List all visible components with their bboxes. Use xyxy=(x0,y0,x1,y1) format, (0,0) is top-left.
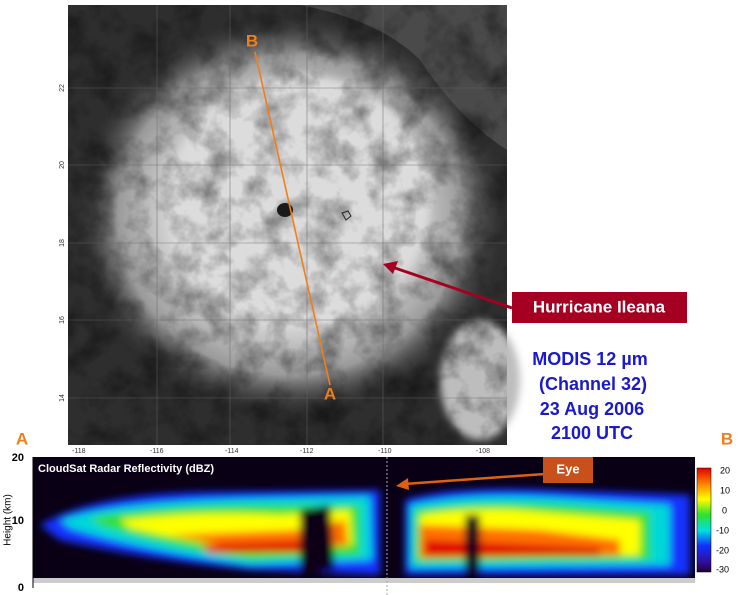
callout-text: Hurricane Ileana xyxy=(533,297,666,316)
caption-line: MODIS 12 µm xyxy=(532,349,647,369)
callout-arrow xyxy=(391,265,513,310)
lat-label: 20 xyxy=(59,161,66,169)
caption-line: 23 Aug 2006 xyxy=(540,399,644,419)
caption-line: 2100 UTC xyxy=(551,423,633,443)
lon-label: -112 xyxy=(300,448,314,455)
section-right-end: B xyxy=(721,429,733,448)
eye-arrow xyxy=(403,472,546,486)
radar-section xyxy=(33,457,695,595)
colorbar xyxy=(696,467,712,573)
colorbar-tick: 20 xyxy=(720,465,730,475)
lat-label: 22 xyxy=(59,84,66,92)
track-start-label: A xyxy=(324,384,336,403)
callout-box xyxy=(512,292,687,323)
section-left-end: A xyxy=(16,429,28,448)
y-tick-label: 0 xyxy=(18,582,24,594)
track-end-label: B xyxy=(246,31,258,50)
lon-label: -118 xyxy=(72,448,86,455)
callout-arrowhead xyxy=(383,261,398,274)
colorbar-tick: 10 xyxy=(720,485,730,495)
colorbar-tick: 0 xyxy=(722,505,727,515)
y-tick-label: 10 xyxy=(12,515,24,527)
caption-line: (Channel 32) xyxy=(539,374,647,394)
lon-label: -116 xyxy=(150,448,164,455)
eye-label: Eye xyxy=(556,461,579,476)
y-tick-label: 20 xyxy=(12,452,24,464)
lat-labels: 22 20 18 16 14 xyxy=(59,84,66,402)
lat-lon-grid xyxy=(68,5,507,445)
caption: MODIS 12 µm (Channel 32) 23 Aug 2006 210… xyxy=(532,349,647,443)
track-line xyxy=(254,51,331,386)
eye-box xyxy=(543,457,593,483)
lon-label: -114 xyxy=(225,448,239,455)
section-title: CloudSat Radar Reflectivity (dBZ) xyxy=(38,463,214,475)
lat-label: 16 xyxy=(59,316,66,324)
lon-labels: -118 -116 -114 -112 -110 -108 xyxy=(72,448,490,455)
colorbar-tick: -10 xyxy=(716,525,729,535)
colorbar-tick: -30 xyxy=(716,564,729,574)
lon-label: -110 xyxy=(378,448,392,455)
colorbar-tick: -20 xyxy=(716,545,729,555)
lon-label: -108 xyxy=(476,448,490,455)
satellite-image xyxy=(68,5,520,445)
lat-label: 14 xyxy=(59,394,66,402)
y-axis-label: Height (km) xyxy=(3,494,14,546)
lat-label: 18 xyxy=(59,239,66,247)
eye-arrowhead xyxy=(396,478,409,490)
